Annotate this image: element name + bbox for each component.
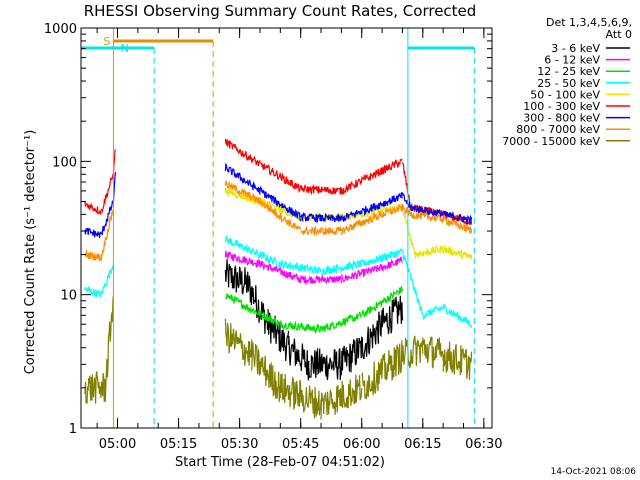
x-tick-label: 05:15 <box>160 437 197 452</box>
x-tick-label: 05:30 <box>221 437 258 452</box>
x-tick-label: 06:15 <box>404 437 441 452</box>
footer-date: 14-Oct-2021 08:06 <box>551 467 637 477</box>
y-tick-label: 10 <box>60 289 77 304</box>
x-tick-label: 06:30 <box>465 437 502 452</box>
y-tick-label: 100 <box>52 155 77 170</box>
y-tick-label: 1000 <box>44 22 77 37</box>
legend-header-line-1: Det 1,3,4,5,6,9, <box>546 16 632 29</box>
legend-item-label: 300 - 800 keV <box>523 112 600 125</box>
flag-label: N <box>121 42 129 55</box>
plot-area: SN 1 10 100 1000 05:00 05:15 05:30 05:45 06:00 06:… <box>44 22 503 452</box>
y-tick-label: 1 <box>69 422 77 437</box>
series-line <box>84 180 473 262</box>
flag-label: S <box>103 35 110 48</box>
legend-item-label: 3 - 6 keV <box>551 42 600 55</box>
x-tick-label: 05:45 <box>282 437 319 452</box>
y-axis-label: Corrected Count Rate (s⁻¹ detector⁻¹) <box>23 130 38 375</box>
legend-item-label: 12 - 25 keV <box>537 65 600 78</box>
chart-title: RHESSI Observing Summary Count Rates, Co… <box>84 2 477 20</box>
x-tick-label: 05:00 <box>99 437 136 452</box>
series-line <box>224 250 403 286</box>
legend-item-label: 50 - 100 keV <box>530 88 600 101</box>
series-line <box>84 235 473 329</box>
series-line <box>225 286 403 335</box>
x-tick-label: 06:00 <box>343 437 380 452</box>
legend-item-label: 7000 - 15000 keV <box>502 135 600 148</box>
series-line <box>84 138 473 226</box>
legend-item-label: 25 - 50 keV <box>537 77 600 90</box>
series-line <box>224 259 403 381</box>
legend-item-label: 100 - 300 keV <box>523 100 600 113</box>
legend-item-label: 800 - 7000 keV <box>516 123 600 136</box>
series-line <box>84 295 473 420</box>
series-line <box>224 186 473 261</box>
legend-item-label: 6 - 12 keV <box>544 54 600 67</box>
legend-header-line-2: Att 0 <box>606 28 632 41</box>
x-axis-label: Start Time (28-Feb-07 04:51:02) <box>175 455 385 470</box>
series-line <box>84 162 473 238</box>
plot-frame <box>80 27 493 429</box>
